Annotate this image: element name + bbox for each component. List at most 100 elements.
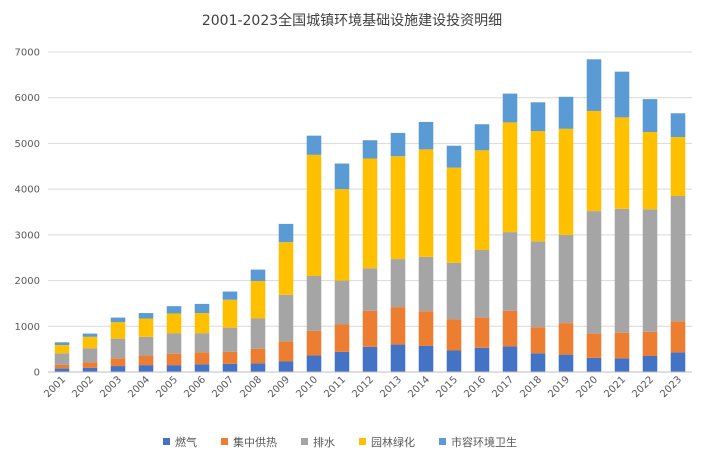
bar-segment xyxy=(642,132,658,210)
bar-segment xyxy=(306,276,322,331)
bar-segment xyxy=(138,365,154,372)
x-tick-label: 2023 xyxy=(658,374,684,400)
bar-segment xyxy=(82,367,98,372)
bar-segment xyxy=(194,333,210,353)
x-tick-label: 2017 xyxy=(490,374,516,400)
bar-segment xyxy=(558,323,574,355)
legend-swatch xyxy=(439,438,446,445)
bar-segment xyxy=(614,358,630,372)
x-tick-label: 2019 xyxy=(546,374,572,400)
bar-segment xyxy=(446,145,462,168)
x-tick-label: 2003 xyxy=(98,374,124,400)
x-tick-label: 2022 xyxy=(630,374,656,400)
bar-segment xyxy=(502,346,518,372)
x-tick-label: 2020 xyxy=(574,374,600,400)
bar-segment xyxy=(306,135,322,155)
bar-segment xyxy=(418,149,434,257)
bar-segment xyxy=(250,348,266,364)
bar-segment xyxy=(222,363,238,372)
bar-segment xyxy=(306,330,322,356)
bar-segment xyxy=(670,137,686,196)
bar-segment xyxy=(166,353,182,366)
bar-segment xyxy=(530,102,546,132)
bar-segment xyxy=(390,344,406,372)
bar-segment xyxy=(110,358,126,367)
bar-segment xyxy=(250,363,266,372)
x-tick-label: 2011 xyxy=(322,374,348,400)
bar-segment xyxy=(82,333,98,337)
bar-segment xyxy=(250,318,266,349)
bar-segment xyxy=(390,307,406,345)
legend-label: 市容环境卫生 xyxy=(451,435,517,449)
bar-segment xyxy=(362,268,378,311)
x-tick-label: 2015 xyxy=(434,374,460,400)
legend-swatch xyxy=(301,438,308,445)
x-tick-label: 2005 xyxy=(154,374,180,400)
bar-segment xyxy=(334,324,350,352)
bar-segment xyxy=(474,150,490,250)
legend-label: 燃气 xyxy=(175,435,197,449)
bar-segment xyxy=(334,189,350,281)
bar-segment xyxy=(334,280,350,325)
bar-segment xyxy=(642,331,658,356)
bar-segment xyxy=(418,345,434,372)
legend-label: 排水 xyxy=(313,435,335,449)
bar-segment xyxy=(614,117,630,209)
bar-segment xyxy=(642,209,658,332)
bar-segment xyxy=(418,311,434,346)
bar-segment xyxy=(474,317,490,348)
bar-segment xyxy=(82,348,98,363)
x-tick-label: 2004 xyxy=(126,374,152,400)
bar-segment xyxy=(166,365,182,372)
bar-segment xyxy=(642,356,658,372)
bar-segment xyxy=(530,353,546,372)
bar-segment xyxy=(194,364,210,372)
bar-segment xyxy=(530,327,546,354)
bar-segment xyxy=(54,353,70,365)
bar-segment xyxy=(530,131,546,242)
bar-segment xyxy=(138,356,154,366)
y-tick-label: 0 xyxy=(34,368,40,379)
bar-segment xyxy=(446,319,462,351)
y-tick-label: 7000 xyxy=(15,48,40,59)
bar-segment xyxy=(138,318,154,337)
bar-segment xyxy=(502,122,518,233)
bar-segment xyxy=(306,355,322,372)
legend-label: 园林绿化 xyxy=(371,435,415,449)
bar-segment xyxy=(278,341,294,362)
y-tick-label: 5000 xyxy=(15,139,40,150)
bar-segment xyxy=(54,368,70,372)
x-tick-label: 2006 xyxy=(182,374,208,400)
bar-segment xyxy=(362,158,378,269)
bar-segment xyxy=(586,211,602,334)
bar-segment xyxy=(502,310,518,347)
bar-segment xyxy=(390,156,406,260)
legend: 燃气 集中供热 排水 园林绿化 市容环境卫生 xyxy=(163,435,517,449)
x-tick-label: 2002 xyxy=(70,374,96,400)
bar-segment xyxy=(530,241,546,328)
bar-segment xyxy=(166,333,182,354)
bar-segment xyxy=(278,223,294,243)
bar-stack-layer xyxy=(54,59,686,372)
y-tick-label: 4000 xyxy=(15,185,40,196)
bar-segment xyxy=(194,352,210,365)
bar-segment xyxy=(670,352,686,372)
x-tick-label: 2001 xyxy=(42,374,68,400)
bar-segment xyxy=(502,93,518,123)
legend-swatch xyxy=(359,438,366,445)
bar-segment xyxy=(250,269,266,282)
bar-segment xyxy=(586,59,602,111)
bar-segment xyxy=(362,310,378,347)
bar-segment xyxy=(222,299,238,328)
bar-segment xyxy=(250,281,266,319)
bar-segment xyxy=(54,364,70,369)
y-tick-label: 3000 xyxy=(15,230,40,241)
bar-segment xyxy=(306,154,322,276)
x-tick-label: 2007 xyxy=(210,374,236,400)
y-tick-label: 2000 xyxy=(15,276,40,287)
bar-segment xyxy=(334,351,350,372)
y-tick-label: 6000 xyxy=(15,93,40,104)
bar-segment xyxy=(390,132,406,157)
bar-segment xyxy=(614,332,630,359)
